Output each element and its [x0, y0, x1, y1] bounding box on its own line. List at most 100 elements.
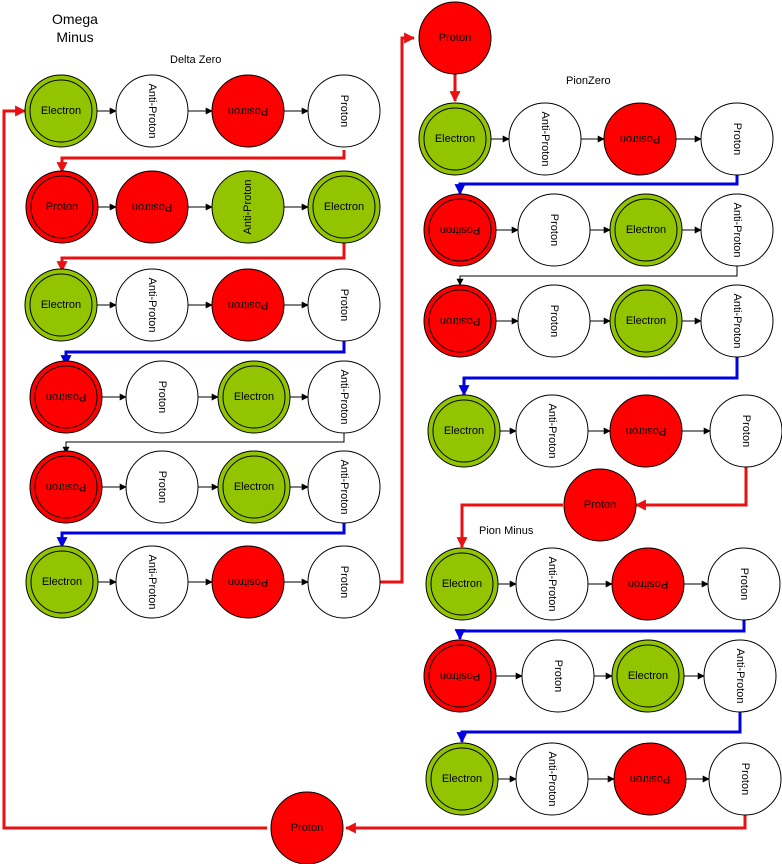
delta-zero-proton-node: Proton: [125, 360, 199, 434]
node-circle: [307, 268, 381, 342]
node-label: Positron: [440, 224, 480, 236]
node-inner-ring: [29, 273, 93, 337]
pion-minus-proton-node: Proton: [521, 639, 595, 713]
delta-zero-row-4: Positron Proton Electron Anti-Proton: [29, 360, 381, 434]
node-label: Positron: [132, 201, 172, 213]
node-circle: [270, 791, 344, 864]
link-left-5-6: [56, 523, 346, 549]
connectors: [2, 32, 748, 834]
node-label: Proton: [439, 32, 471, 44]
pion-minus-title: Pion Minus: [479, 525, 534, 537]
node-label: Positron: [228, 299, 268, 311]
delta-zero-proton-node: Proton: [25, 170, 99, 244]
pion-zero-anti-proton-node: Anti-Proton: [700, 193, 774, 267]
node-circle: [307, 74, 381, 148]
node-label: Electron: [628, 670, 668, 682]
pion-zero-positron-node: Positron: [423, 284, 497, 358]
node-inner-ring: [30, 550, 94, 614]
node-circle: [563, 468, 637, 542]
node-circle: [418, 1, 492, 75]
node-label: Proton: [552, 660, 564, 692]
pion-zero-proton-node: Proton: [517, 193, 591, 267]
pion-zero-electron-node: Electron: [418, 102, 492, 176]
node-label: Anti-Proton: [146, 83, 158, 138]
node-circle: [700, 102, 774, 176]
node-label: Anti-Proton: [338, 459, 350, 514]
node-label: Anti-Proton: [731, 293, 743, 348]
delta-zero-row-2: Proton Positron Anti-Proton Electron: [25, 170, 381, 244]
link-pz-to-mid-proton: [634, 467, 748, 511]
delta-zero-proton-node: Proton: [307, 268, 381, 342]
pion-zero-positron-node: Positron: [609, 394, 683, 468]
node-circle: [700, 193, 774, 267]
node-circle: [307, 170, 381, 244]
node-label: Electron: [234, 391, 274, 403]
pion-minus-positron-node: Positron: [613, 742, 687, 816]
node-label: Positron: [628, 578, 668, 590]
node-circle: [703, 639, 777, 713]
node-label: Electron: [435, 133, 475, 145]
delta-zero-electron-node: Electron: [24, 268, 98, 342]
pion-zero-anti-proton-node: Anti-Proton: [700, 284, 774, 358]
pion-minus-proton-node: Proton: [708, 742, 782, 816]
delta-zero-electron-node: Electron: [25, 545, 99, 619]
node-circle: [700, 284, 774, 358]
node-label: Positron: [440, 315, 480, 327]
delta-zero-positron-node: Positron: [211, 268, 285, 342]
node-inner-ring: [614, 289, 678, 353]
node-inner-ring: [34, 365, 98, 429]
pion-zero-proton-node: Proton: [709, 394, 782, 468]
pion-zero-electron-node: Electron: [427, 394, 501, 468]
delta-zero-anti-proton-node: Anti-Proton: [115, 74, 189, 148]
delta-zero-row-5: Positron Proton Electron Anti-Proton: [29, 450, 381, 524]
link-left-2-3: [56, 242, 346, 273]
delta-zero-chain: Electron Anti-Proton Positron Proton Proton P…: [24, 74, 381, 619]
omega-minus-title-line1: Omega: [52, 11, 98, 27]
pion-zero-anti-proton-node: Anti-Proton: [515, 394, 589, 468]
node-inner-ring: [428, 289, 492, 353]
node-label: Electron: [626, 315, 666, 327]
link-pm-1-2: [454, 620, 746, 641]
pion-zero-electron-node: Electron: [609, 193, 683, 267]
node-circle: [707, 547, 781, 621]
node-label: Electron: [442, 773, 482, 785]
delta-zero-electron-node: Electron: [24, 74, 98, 148]
delta-zero-row-1: Electron Anti-Proton Positron Proton: [24, 74, 381, 148]
node-inner-ring: [432, 399, 496, 463]
node-label: Positron: [46, 391, 86, 403]
delta-zero-proton-node: Proton: [125, 450, 199, 524]
node-label: Proton: [338, 566, 350, 598]
node-circle: [708, 742, 782, 816]
pion-minus-proton-node: Proton: [707, 547, 781, 621]
pion-zero-row-4: Electron Anti-Proton Positron Proton: [427, 394, 782, 468]
node-inner-ring: [616, 644, 680, 708]
node-label: Electron: [42, 576, 82, 588]
node-label: Proton: [584, 499, 616, 511]
node-label: Anti-Proton: [546, 403, 558, 458]
node-label: Proton: [338, 95, 350, 127]
node-inner-ring: [312, 175, 376, 239]
pion-minus-electron-node: Electron: [425, 547, 499, 621]
delta-zero-row-6: Electron Anti-Proton Positron Proton: [25, 545, 381, 619]
pion-zero-title: PionZero: [566, 75, 611, 87]
node-label: Electron: [41, 105, 81, 117]
node-label: Electron: [41, 299, 81, 311]
delta-zero-anti-proton-node: Anti-Proton: [211, 170, 285, 244]
delta-zero-anti-proton-node: Anti-Proton: [307, 450, 381, 524]
pion-zero-anti-proton-node: Anti-Proton: [508, 102, 582, 176]
pion-zero-chain: Electron Anti-Proton Positron ProtonPositro…: [418, 102, 782, 468]
delta-zero-positron-node: Positron: [29, 450, 103, 524]
link-left-1-2: [56, 150, 346, 174]
node-inner-ring: [34, 455, 98, 519]
link-pm-2-3: [456, 712, 742, 744]
node-label: Positron: [228, 105, 268, 117]
node-inner-ring: [29, 79, 93, 143]
node-label: Anti-Proton: [546, 556, 558, 611]
node-label: Anti-Proton: [734, 648, 746, 703]
link-left-4-5: [62, 433, 345, 454]
connector-3-proton-node: Proton: [270, 791, 344, 864]
delta-zero-anti-proton-node: Anti-Proton: [115, 268, 189, 342]
pion-minus-row-2: Positron Proton Electron Anti-Proton: [423, 639, 777, 713]
node-label: Electron: [444, 425, 484, 437]
